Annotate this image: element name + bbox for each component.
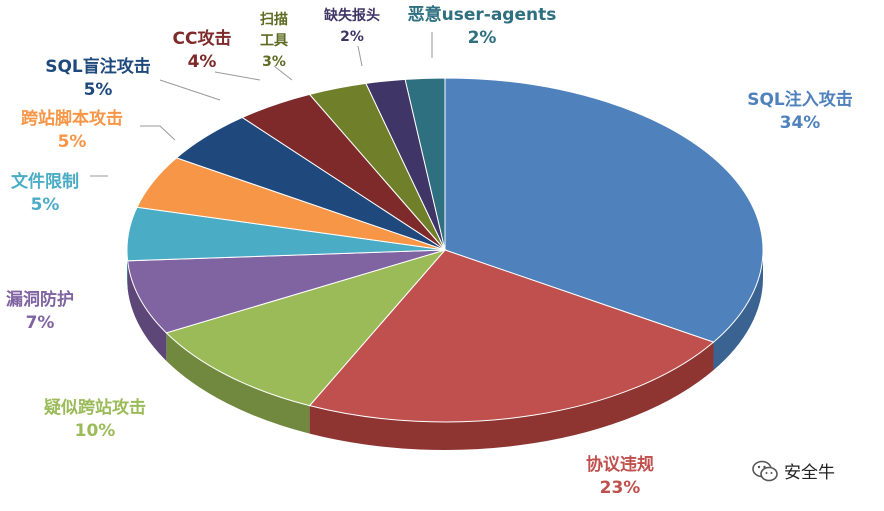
slice-labels: SQL注入攻击 34%协议违规 23%疑似跨站攻击 10%漏洞防护 7%文件限制 5%跨站… — [6, 4, 853, 498]
watermark: 安全牛 — [752, 458, 835, 483]
leader-line-6 — [159, 79, 221, 101]
slice-name-3: 漏洞防护 — [6, 289, 74, 310]
slice-name-7: CC攻击 — [173, 28, 232, 49]
slice-value-0: 34% — [780, 113, 821, 133]
slice-name-1: 协议违规 — [586, 454, 654, 475]
slice-label-0: SQL注入攻击 34% — [747, 89, 853, 133]
leader-line-8 — [273, 65, 293, 81]
slice-label-2: 疑似跨站攻击 10% — [44, 397, 146, 441]
slice-1 — [308, 249, 715, 423]
slice-value-8: 3% — [262, 54, 286, 70]
slice-value-3: 7% — [26, 313, 55, 333]
slice-value-10: 2% — [468, 28, 497, 48]
slice-label-4: 文件限制 5% — [11, 171, 79, 215]
slice-label-9: 缺失报头 2% — [324, 7, 380, 45]
slice-side-1 — [309, 342, 714, 451]
slice-value-9: 2% — [340, 29, 364, 45]
slice-value-5: 5% — [58, 132, 87, 152]
slice-value-6: 5% — [84, 80, 113, 100]
pie-slices — [126, 77, 764, 423]
leader-line-9 — [357, 45, 363, 67]
slice-value-1: 23% — [600, 478, 641, 498]
slice-label-5: 跨站脚本攻击 5% — [21, 108, 123, 152]
slice-name-6: SQL盲注攻击 — [45, 56, 151, 77]
slice-name-8: 扫描 — [260, 11, 288, 28]
slice-name-8: 工具 — [260, 33, 288, 49]
slice-value-7: 4% — [188, 52, 217, 72]
slice-name-9: 缺失报头 — [324, 7, 380, 24]
slice-name-4: 文件限制 — [11, 171, 79, 192]
watermark-text: 安全牛 — [784, 463, 835, 483]
slice-label-1: 协议违规 23% — [586, 454, 654, 498]
slice-name-5: 跨站脚本攻击 — [21, 108, 123, 129]
leader-lines — [90, 32, 433, 177]
slice-side-2 — [166, 332, 310, 434]
slice-value-2: 10% — [75, 421, 116, 441]
slice-value-4: 5% — [31, 195, 60, 215]
leader-line-5 — [140, 125, 176, 141]
slice-0 — [444, 77, 764, 343]
leader-line-7 — [214, 71, 261, 81]
slice-label-6: SQL盲注攻击 5% — [45, 56, 151, 100]
slice-2 — [165, 249, 447, 407]
slice-label-3: 漏洞防护 7% — [6, 289, 74, 333]
slice-label-7: CC攻击 4% — [173, 28, 232, 72]
slice-label-10: 恶意user-agents 2% — [408, 4, 557, 48]
slice-name-10: 恶意user-agents — [408, 4, 557, 25]
slice-name-2: 疑似跨站攻击 — [44, 397, 146, 418]
slice-side-0 — [713, 250, 764, 371]
slice-3 — [127, 249, 446, 334]
slice-10 — [404, 77, 446, 251]
slice-label-8: 扫描工具 3% — [260, 11, 288, 70]
slice-name-0: SQL注入攻击 — [747, 89, 853, 110]
wechat-icon — [752, 460, 778, 481]
